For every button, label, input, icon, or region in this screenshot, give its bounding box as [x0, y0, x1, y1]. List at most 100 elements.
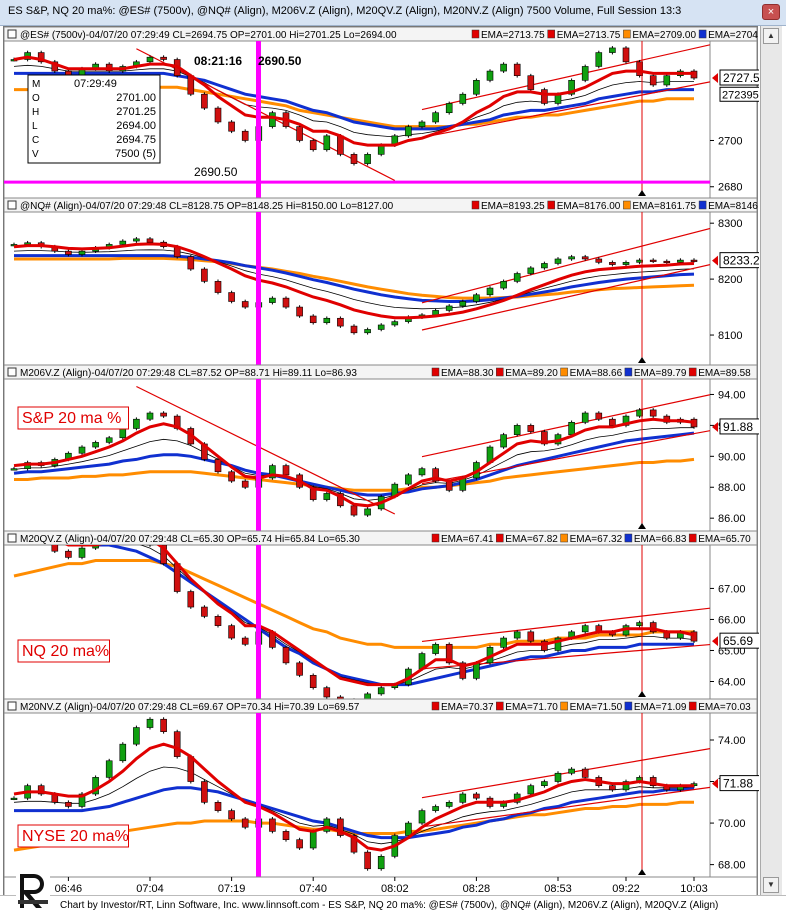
candle-body [296, 662, 303, 676]
close-button[interactable]: × [762, 4, 780, 20]
candle-body [609, 418, 616, 426]
chart-canvas[interactable]: @ES# (7500v)-04/07/20 07:29:49 CL=2694.7… [3, 26, 767, 898]
candle-body [241, 818, 249, 828]
ema-blue-line [14, 254, 695, 303]
last-bar-arrow-icon [638, 357, 646, 363]
candle-body [337, 818, 344, 836]
ema-legend-label: EMA=2709.00 [632, 30, 696, 41]
data-box-key: V [32, 149, 39, 160]
candle-body [581, 625, 589, 633]
candle-body [445, 103, 453, 114]
pane-header-m206vz [3, 364, 758, 380]
scroll-down-icon[interactable]: ▼ [763, 877, 779, 893]
data-box [27, 74, 161, 164]
candle-body [500, 281, 507, 289]
y-axis-nq [709, 211, 758, 366]
candle-body [364, 693, 371, 699]
ema-legend-swatch [624, 367, 633, 377]
ema-orange-line [14, 457, 695, 492]
pane-title-nq: @NQ# (Align)-04/07/20 07:29:48 CL=8128.7… [20, 201, 394, 212]
y-tick-label: 2680 [718, 182, 742, 194]
ema-legend-swatch [431, 533, 440, 543]
candle-body [78, 547, 86, 558]
second-price-label: 2723952 [722, 89, 759, 101]
price-pointer-icon [712, 636, 718, 647]
candle-body [581, 412, 589, 423]
overlay-label: NYSE 20 ma% [22, 828, 129, 845]
candle-body [622, 47, 630, 63]
candle-body [214, 107, 222, 123]
time-marker [256, 41, 261, 198]
candle-body [595, 52, 603, 67]
ema-blue-line [88, 545, 694, 687]
footer-note: Chart by Investor/RT, Linn Software, Inc… [60, 900, 719, 911]
x-tick-label: 09:22 [612, 883, 640, 895]
candle-body [160, 56, 167, 60]
pane-menu-icon [7, 29, 17, 39]
candle-body [432, 468, 439, 482]
candle-body [228, 121, 235, 132]
candle-body [377, 324, 385, 330]
candle-body [541, 89, 548, 104]
candle-body [133, 238, 140, 242]
y-tick-label: 66.00 [718, 614, 746, 626]
price-pointer-icon [712, 778, 718, 789]
candle-body [445, 802, 453, 807]
x-tick-label: 07:19 [218, 883, 246, 895]
candle-body [228, 471, 235, 482]
ema-legend-swatch [560, 533, 568, 543]
ema-legend-swatch [496, 367, 504, 377]
scroll-up-icon[interactable]: ▲ [763, 28, 779, 44]
candle-body [527, 267, 535, 274]
candle-body [119, 240, 127, 245]
candle-body [105, 437, 113, 443]
candle-body [541, 263, 548, 269]
candle-body [160, 412, 167, 417]
candle-body [554, 772, 562, 782]
last-price-label: 71.88 [723, 777, 753, 791]
candle-body [323, 135, 331, 151]
ema-legend-label: EMA=2713.75 [481, 30, 545, 41]
pane-menu-icon [7, 533, 17, 543]
data-box-value: 2701.25 [116, 106, 156, 118]
pane-title-m20qvz: M20QV.Z (Align)-04/07/20 07:29:48 CL=65.… [20, 534, 360, 545]
ema-legend-label: EMA=88.66 [570, 368, 623, 379]
pane-menu-icon [7, 200, 17, 210]
candle-body [160, 545, 167, 564]
candle-body [677, 259, 684, 263]
pane-header-es [3, 26, 758, 42]
candle-body [527, 75, 535, 90]
candle-body [690, 631, 698, 642]
data-box-key: C [32, 135, 39, 146]
candle-body [323, 818, 331, 832]
candle-body [568, 768, 575, 774]
ema-legend-label: EMA=89.58 [698, 368, 751, 379]
candle-body [65, 250, 72, 255]
candle-body [364, 154, 371, 164]
trend-line-upper [421, 227, 710, 304]
chart-frame: @ES# (7500v)-04/07/20 07:29:49 CL=2694.7… [3, 26, 767, 898]
x-tick-label: 08:28 [463, 883, 491, 895]
pane-title-es: @ES# (7500v)-04/07/20 07:29:49 CL=2694.7… [20, 30, 397, 41]
ema-legend-label: EMA=67.82 [505, 534, 558, 545]
candle-body [323, 687, 331, 698]
trend-line-upper [421, 607, 710, 643]
ema-legend-swatch [698, 29, 707, 39]
candle-body [309, 140, 317, 151]
candle-body [513, 425, 521, 435]
price-pointer-icon [712, 421, 718, 432]
ema-legend-label: EMA=71.09 [634, 702, 687, 713]
candle-body [65, 802, 72, 807]
candle-body [201, 268, 208, 282]
trend-line-lower [421, 81, 710, 139]
ema-legend-label: EMA=70.03 [698, 702, 751, 713]
candle-body [459, 662, 467, 679]
y-axis-m20qvz [709, 544, 758, 700]
ema-thin-line [92, 545, 695, 685]
candle-body [350, 835, 358, 853]
last-price-label: 8233.25 [723, 254, 759, 268]
vertical-scrollbar[interactable]: ▲ ▼ [760, 26, 782, 895]
candle-body [527, 631, 535, 642]
candle-body [445, 305, 453, 311]
ema-thin-line [13, 249, 695, 310]
